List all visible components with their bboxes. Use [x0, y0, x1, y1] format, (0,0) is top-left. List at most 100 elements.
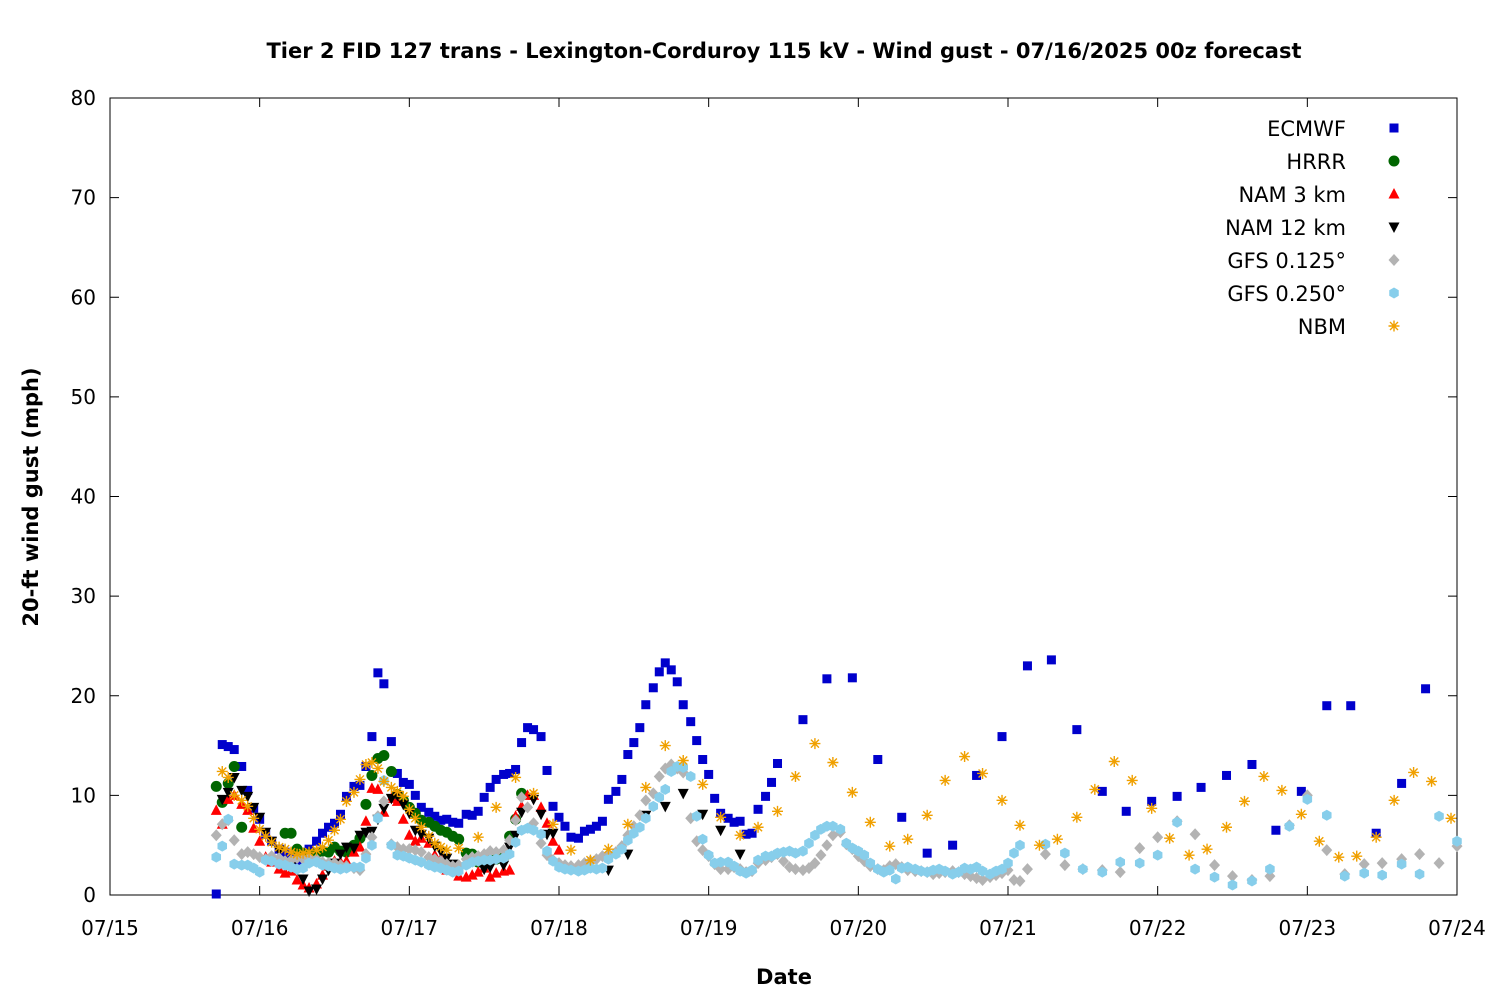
- data-point: [237, 761, 247, 771]
- data-point: [573, 833, 583, 843]
- data-point: [804, 837, 814, 849]
- data-point: [629, 738, 639, 748]
- data-point: [922, 848, 932, 858]
- data-point: [453, 833, 465, 845]
- data-point: [361, 852, 371, 864]
- data-point: [378, 803, 390, 815]
- legend-label: GFS 0.125°: [1227, 249, 1346, 273]
- data-point: [416, 856, 427, 868]
- data-point: [1222, 770, 1232, 780]
- data-point: [1258, 770, 1270, 782]
- data-point: [1121, 806, 1131, 816]
- data-point: [1115, 856, 1126, 868]
- data-point: [1414, 868, 1425, 880]
- data-point: [773, 758, 783, 768]
- data-point: [1247, 875, 1257, 887]
- y-tick-label: 0: [83, 883, 96, 907]
- data-point: [902, 833, 914, 845]
- data-point: [266, 836, 278, 848]
- data-point: [685, 770, 696, 782]
- data-point: [798, 715, 808, 725]
- data-point: [654, 791, 665, 803]
- data-point: [654, 667, 664, 677]
- data-point: [1183, 849, 1195, 861]
- series-gfs-0-250: [211, 760, 1462, 891]
- data-point: [499, 769, 509, 779]
- data-point: [341, 862, 352, 874]
- data-point: [1346, 701, 1356, 711]
- data-point: [873, 755, 883, 765]
- data-point: [210, 829, 222, 842]
- data-point: [921, 809, 933, 821]
- data-point: [528, 787, 540, 799]
- data-point: [366, 831, 378, 844]
- data-point: [1097, 786, 1107, 796]
- data-point: [1227, 879, 1238, 891]
- x-tick-label: 07/21: [979, 916, 1037, 940]
- data-point: [517, 738, 527, 748]
- data-point: [1388, 794, 1400, 806]
- x-tick-label: 07/16: [231, 916, 289, 940]
- data-point: [767, 777, 777, 787]
- data-point: [1265, 863, 1275, 875]
- data-point: [392, 768, 402, 778]
- data-point: [1201, 843, 1213, 855]
- data-point: [378, 750, 390, 762]
- data-point: [1227, 870, 1238, 883]
- data-point: [1033, 839, 1045, 851]
- data-point: [516, 807, 528, 819]
- data-point: [692, 736, 702, 746]
- data-point: [216, 794, 228, 806]
- data-point: [686, 717, 696, 727]
- data-point: [617, 843, 627, 855]
- data-point: [217, 840, 228, 852]
- data-point: [529, 725, 539, 735]
- data-point: [409, 825, 421, 837]
- data-point: [448, 817, 458, 827]
- data-point: [554, 812, 564, 822]
- axis-ticks: 07/15 07/16 07/17 07/18 07/19 07/20 07/21 07/22…: [71, 86, 1486, 940]
- data-point: [403, 803, 415, 815]
- data-point: [772, 805, 784, 817]
- data-point: [248, 822, 260, 833]
- data-point: [1051, 833, 1063, 845]
- data-point: [897, 812, 907, 822]
- data-point: [1408, 766, 1420, 778]
- data-point: [635, 723, 645, 733]
- data-point: [678, 700, 688, 710]
- data-point: [360, 815, 372, 826]
- data-point: [715, 811, 727, 823]
- y-tick-label: 10: [71, 783, 96, 807]
- data-point: [1046, 655, 1056, 665]
- legend-marker: [1389, 123, 1399, 133]
- data-point: [354, 841, 366, 852]
- data-point: [1189, 828, 1201, 841]
- data-point: [698, 755, 708, 765]
- data-point: [902, 861, 913, 873]
- data-point: [248, 812, 260, 824]
- data-point: [1322, 701, 1332, 711]
- data-point: [753, 804, 763, 814]
- data-point: [691, 810, 702, 822]
- x-tick-label: 07/18: [530, 916, 588, 940]
- data-point: [303, 886, 315, 898]
- data-point: [1414, 848, 1426, 861]
- data-point: [1452, 835, 1462, 847]
- data-point: [536, 732, 546, 742]
- data-point: [884, 840, 896, 852]
- data-point: [1322, 809, 1332, 821]
- data-point: [378, 795, 390, 808]
- data-point: [329, 824, 340, 836]
- data-point: [1039, 848, 1051, 861]
- data-point: [254, 823, 266, 835]
- chart-title: Tier 2 FID 127 trans - Lexington-Corduro…: [266, 39, 1301, 63]
- data-point: [223, 742, 233, 752]
- data-point: [948, 840, 958, 850]
- data-point: [859, 849, 870, 861]
- data-point: [1014, 875, 1026, 888]
- data-point: [340, 842, 352, 854]
- x-tick-label: 07/24: [1428, 916, 1486, 940]
- data-point: [959, 751, 971, 763]
- data-point: [404, 779, 414, 789]
- data-point: [1147, 796, 1157, 806]
